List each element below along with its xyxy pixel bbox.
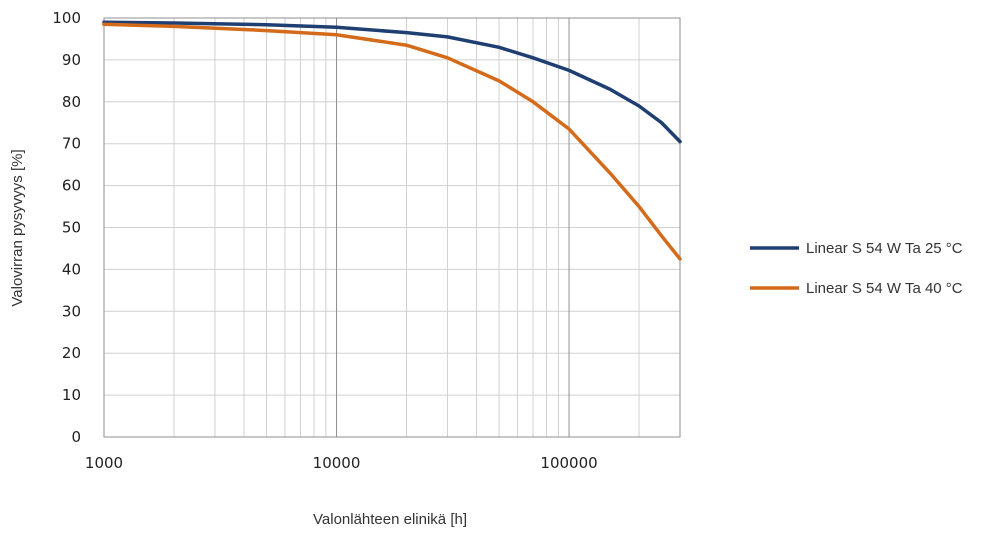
- y-tick-label: 90: [62, 51, 81, 69]
- legend-label-1: Linear S 54 W Ta 25 °C: [806, 240, 963, 257]
- series-layer: [102, 20, 682, 261]
- y-tick-label: 30: [62, 302, 81, 320]
- y-tick-label: 40: [62, 260, 81, 278]
- series-line-1: [102, 20, 682, 144]
- y-tick-label: 70: [62, 135, 81, 153]
- y-tick-label: 10: [62, 386, 81, 404]
- legend-label-2: Linear S 54 W Ta 40 °C: [806, 280, 963, 297]
- plot-frame: [103, 17, 681, 438]
- series-line-2: [102, 22, 682, 261]
- y-tick-label: 0: [71, 428, 81, 446]
- plot-border: [103, 17, 681, 438]
- y-tick-label: 20: [62, 344, 81, 362]
- y-tick-labels: 0 10 20 30 40 50 60 70 80 90 100: [52, 9, 81, 446]
- y-tick-label: 80: [62, 93, 81, 111]
- x-axis-label: Valonlähteen elinikä [h]: [313, 511, 467, 528]
- x-tick-label: 100000: [540, 454, 597, 472]
- x-tick-label: 10000: [313, 454, 361, 472]
- x-tick-label: 1000: [85, 454, 123, 472]
- y-tick-label: 100: [52, 9, 81, 27]
- y-axis-label: Valovirran pysyvyys [%]: [9, 149, 26, 306]
- legend: Linear S 54 W Ta 25 °C Linear S 54 W Ta 4…: [750, 240, 963, 297]
- y-tick-label: 60: [62, 177, 81, 195]
- y-tick-label: 50: [62, 219, 81, 237]
- x-tick-labels: 1000 10000 100000: [85, 454, 598, 472]
